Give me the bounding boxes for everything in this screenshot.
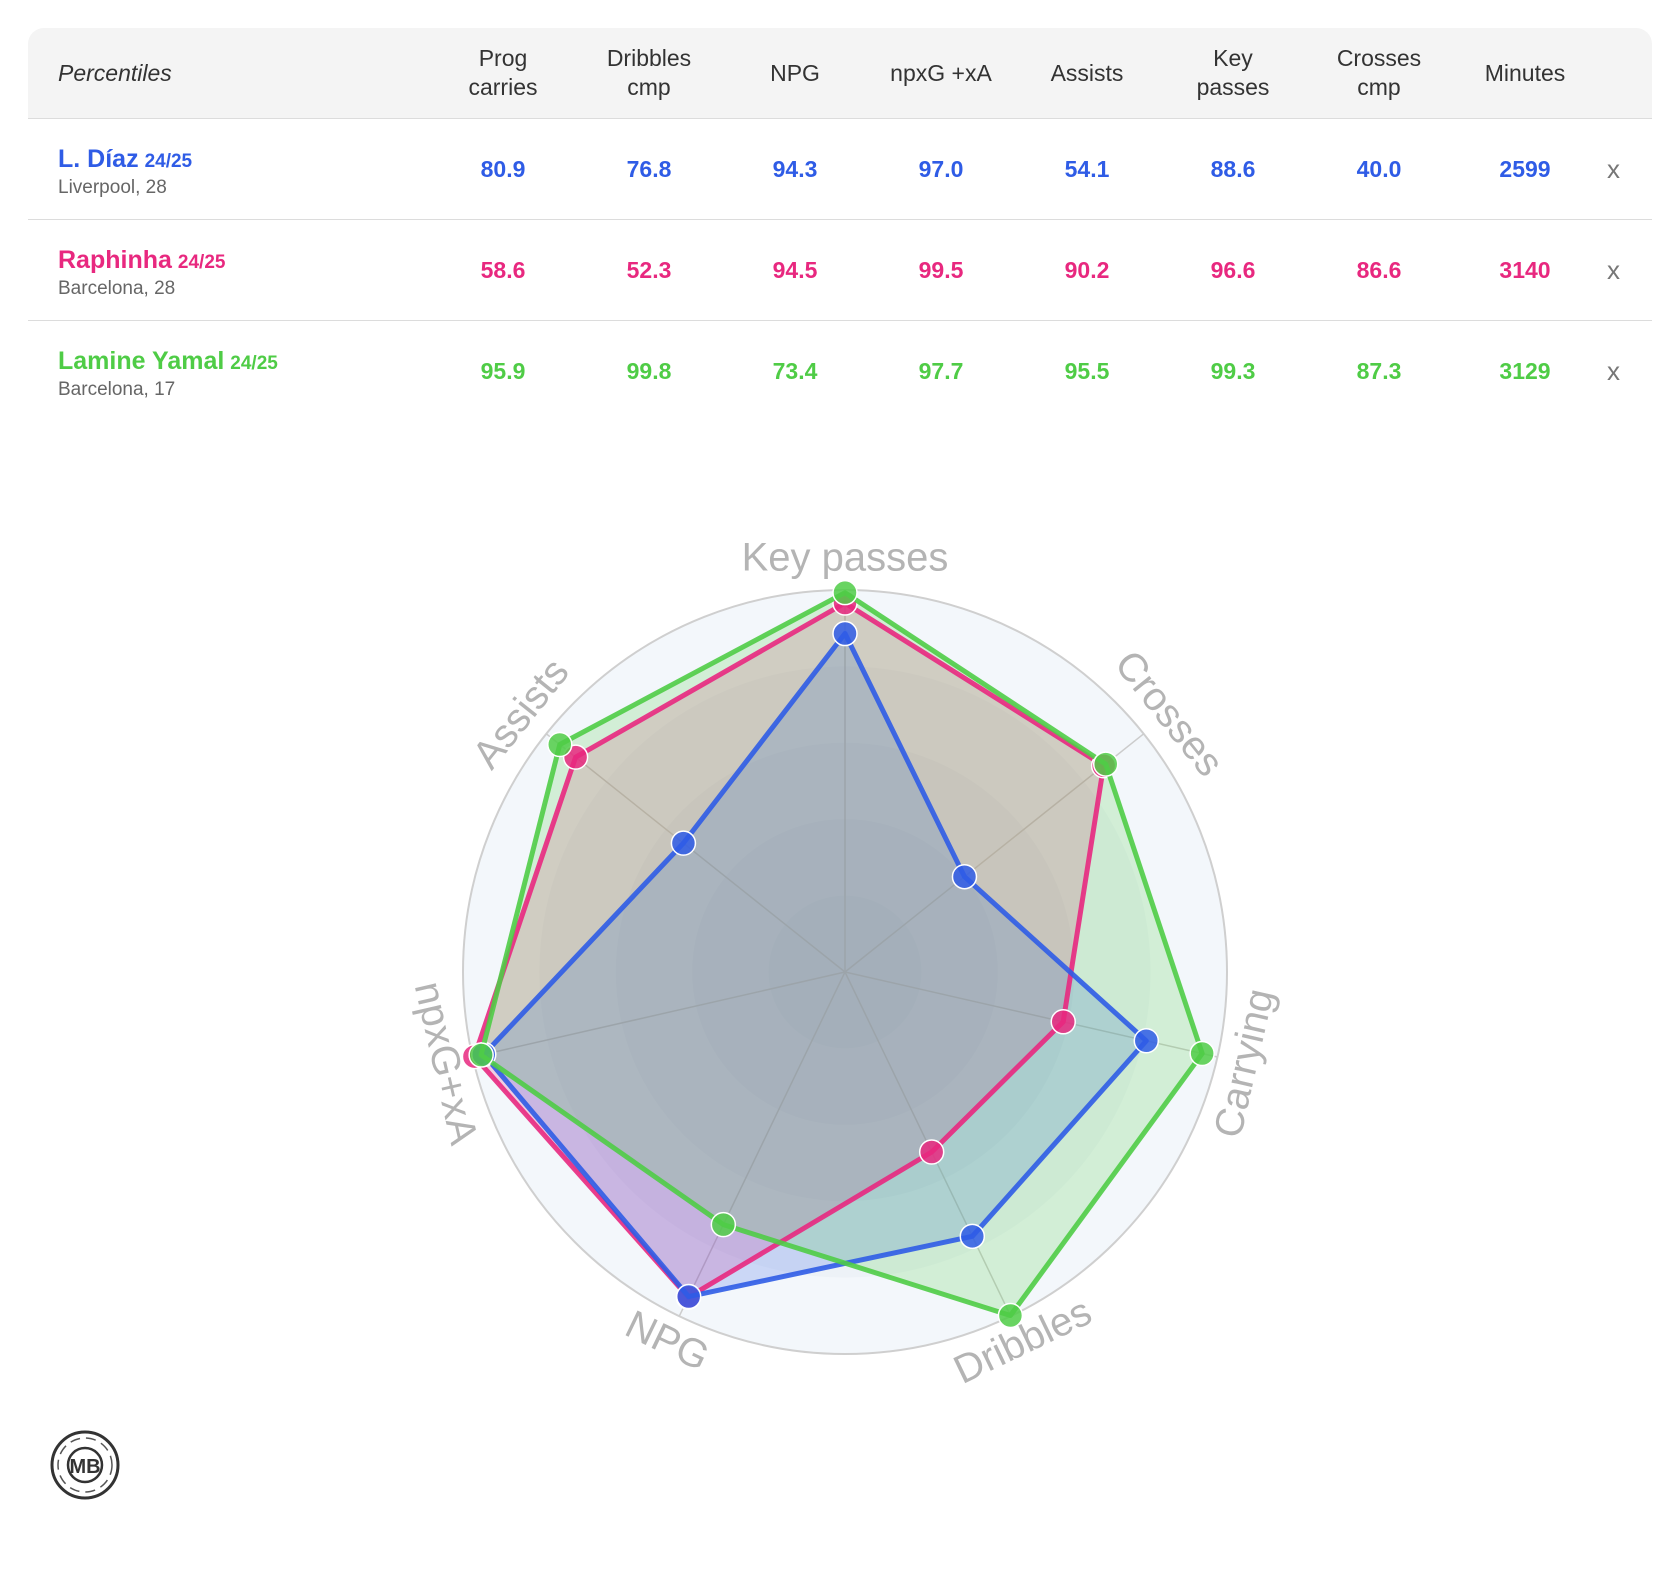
column-header[interactable]: NPG <box>770 59 820 86</box>
stat-cell: 87.3 <box>1356 357 1402 384</box>
data-point <box>959 1223 986 1250</box>
column-header[interactable]: npxG +xA <box>890 59 992 86</box>
player-club: Barcelona, 17 <box>58 379 176 400</box>
player-name[interactable]: L. Díaz 24/25 <box>58 145 193 173</box>
stat-cell: 54.1 <box>1064 155 1110 182</box>
series-area <box>481 592 1203 1316</box>
series-line <box>481 631 1149 1300</box>
column-header[interactable]: Prog carries <box>468 45 538 100</box>
stat-cell: 95.9 <box>480 357 526 384</box>
data-point <box>832 620 858 647</box>
column-header[interactable]: Key passes <box>1196 45 1270 100</box>
player-name[interactable]: Lamine Yamal 24/25 <box>58 347 278 375</box>
player-season: 24/25 <box>144 151 193 172</box>
stat-cell: 99.3 <box>1210 357 1256 384</box>
player-club: Liverpool, 28 <box>58 177 167 198</box>
player-season: 24/25 <box>230 353 278 374</box>
stat-cell: 97.7 <box>918 357 964 384</box>
stat-cell: 3129 <box>1499 357 1551 384</box>
series-line <box>478 590 1205 1318</box>
data-point <box>832 579 858 606</box>
radar-spoke <box>545 733 846 973</box>
data-point <box>468 1042 494 1068</box>
data-point <box>1133 1028 1160 1054</box>
player-name[interactable]: Raphinha 24/25 <box>58 246 226 274</box>
data-point <box>918 1139 945 1165</box>
header-percentiles: Percentiles <box>58 59 172 86</box>
player-club: Barcelona, 28 <box>58 278 176 299</box>
stat-cell: 90.2 <box>1064 256 1110 283</box>
table-row: L. Díaz 24/25 Liverpool, 28 80.9 76.8 94.3 97.… <box>28 119 1652 220</box>
stat-cell: 94.3 <box>772 155 818 182</box>
radar-spoke <box>678 971 846 1317</box>
data-point <box>1050 1009 1076 1035</box>
table-header: Percentiles Prog carries Dribbles cmp NPG npx… <box>28 28 1652 119</box>
remove-player-button[interactable]: x <box>1607 355 1620 386</box>
column-header[interactable]: Crosses cmp <box>1336 45 1422 100</box>
data-point <box>1092 751 1119 777</box>
player-season: 24/25 <box>177 252 226 273</box>
stat-cell: 86.6 <box>1356 256 1402 283</box>
stat-cell: 73.4 <box>772 357 818 384</box>
stat-cell: 52.3 <box>626 256 672 283</box>
axis-label: Key passes <box>742 536 949 580</box>
column-header[interactable]: Minutes <box>1484 59 1566 86</box>
table-body: L. Díaz 24/25 Liverpool, 28 80.9 76.8 94.3 97.… <box>28 119 1652 421</box>
data-point <box>951 863 978 890</box>
stat-cell: 99.8 <box>626 357 672 384</box>
table-row: Raphinha 24/25 Barcelona, 28 58.6 52.3 94.5 99… <box>28 220 1652 321</box>
stat-cell: 76.8 <box>626 155 672 182</box>
series-line <box>471 600 1107 1300</box>
stat-cell: 40.0 <box>1356 155 1402 182</box>
stat-cell: 94.5 <box>772 256 818 283</box>
stat-cell: 58.6 <box>480 256 526 283</box>
percentiles-table: Percentiles Prog carries Dribbles cmp NPG npx… <box>28 28 1652 421</box>
data-point <box>547 731 573 758</box>
column-header[interactable]: Assists <box>1050 59 1124 86</box>
data-point <box>670 830 697 856</box>
stat-cell: 95.5 <box>1064 357 1110 384</box>
stat-cell: 97.0 <box>918 155 964 182</box>
column-header[interactable]: Dribbles cmp <box>606 45 692 100</box>
table-row: Lamine Yamal 24/25 Barcelona, 17 95.9 99.8 73… <box>28 321 1652 421</box>
remove-player-button[interactable]: x <box>1607 153 1620 184</box>
stat-cell: 3140 <box>1499 256 1551 283</box>
remove-player-button[interactable]: x <box>1607 254 1620 285</box>
stat-cell: 99.5 <box>918 256 964 283</box>
mb-logo: MB <box>50 1430 120 1500</box>
stat-cell: 88.6 <box>1210 155 1256 182</box>
series-area <box>474 603 1104 1298</box>
data-point <box>1189 1040 1215 1067</box>
stat-cell: 96.6 <box>1210 256 1256 283</box>
stat-cell: 2599 <box>1499 155 1551 182</box>
logo-text: MB <box>69 1456 100 1478</box>
data-point <box>710 1211 737 1238</box>
series-area <box>483 633 1147 1297</box>
stat-cell: 80.9 <box>480 155 526 182</box>
data-point <box>675 1283 702 1310</box>
data-point <box>997 1302 1024 1329</box>
radar-spoke <box>472 971 846 1058</box>
